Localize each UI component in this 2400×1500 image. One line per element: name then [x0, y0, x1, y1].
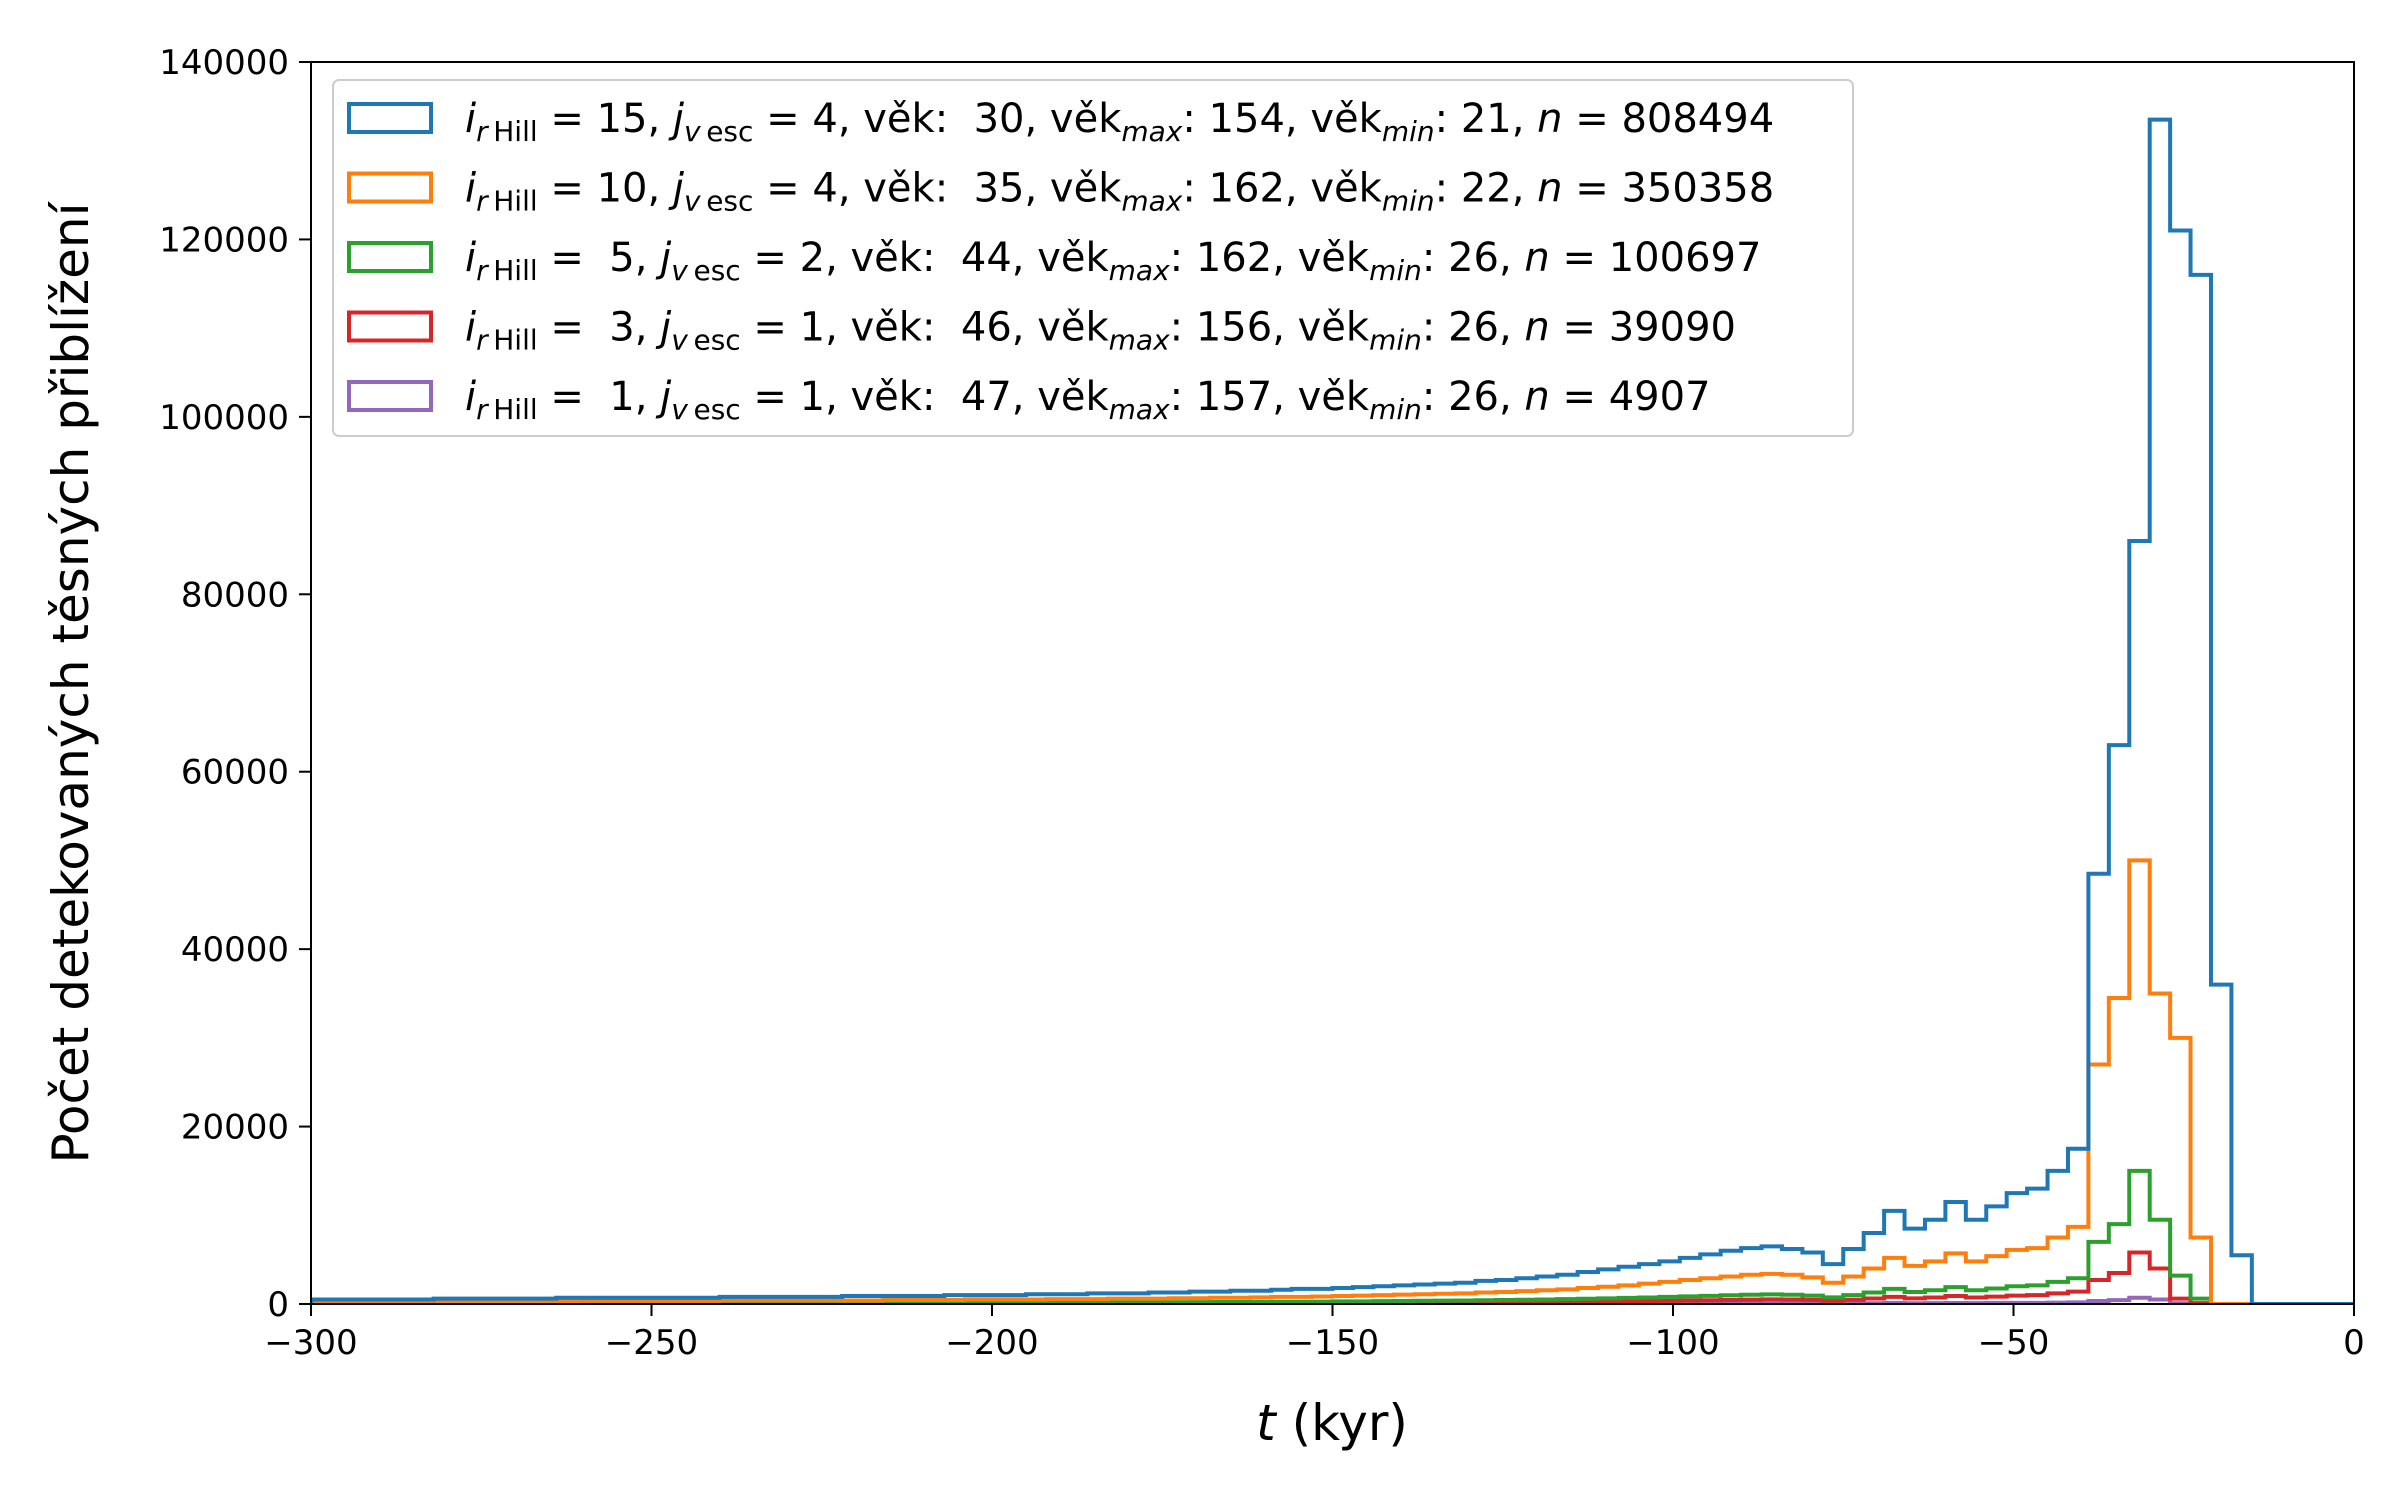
y-tick-label: 40000 — [181, 930, 289, 970]
x-axis-variable: t — [1256, 1394, 1278, 1452]
series-s2-outline — [311, 858, 2354, 1304]
y-tick-label: 120000 — [159, 220, 289, 260]
x-tick-label: −50 — [1978, 1323, 2050, 1363]
y-tick-label: 20000 — [181, 1108, 289, 1148]
x-axis-title: t (kyr) — [1256, 1394, 1408, 1452]
legend-label-s5: ir Hill = 1, jv esc = 1, věk: 47, věkmax… — [465, 374, 1711, 426]
legend-entries: ir Hill = 15, jv esc = 4, věk: 30, věkma… — [347, 96, 1774, 426]
y-tick-label: 60000 — [181, 753, 289, 793]
x-tick-label: 0 — [2343, 1323, 2365, 1363]
legend-label-s4: ir Hill = 3, jv esc = 1, věk: 46, věkmax… — [465, 305, 1736, 357]
legend-box — [332, 79, 1854, 437]
legend-swatch-s4 — [347, 310, 433, 343]
x-tick-label: −150 — [1286, 1323, 1379, 1363]
x-tick-label: −250 — [605, 1323, 698, 1363]
legend: ir Hill = 15, jv esc = 4, věk: 30, věkma… — [332, 79, 1854, 437]
legend-label-s2: ir Hill = 10, jv esc = 4, věk: 35, věkma… — [465, 166, 1774, 218]
y-tick-label: 140000 — [159, 43, 289, 83]
x-axis-unit: (kyr) — [1276, 1394, 1408, 1452]
legend-label-s3: ir Hill = 5, jv esc = 2, věk: 44, věkmax… — [465, 235, 1761, 287]
legend-swatch-s5 — [347, 380, 433, 412]
legend-label-s1: ir Hill = 15, jv esc = 4, věk: 30, věkma… — [465, 96, 1774, 148]
legend-swatch-s2 — [347, 171, 433, 204]
x-axis-ticks: −300 −250 −200 −150 −100 −50 0 — [264, 1304, 2365, 1363]
x-tick-label: −200 — [945, 1323, 1038, 1363]
legend-swatch-s3 — [347, 241, 433, 273]
x-tick-label: −100 — [1626, 1323, 1719, 1363]
x-tick-label: −300 — [264, 1323, 357, 1363]
y-axis-title: Počet detekovaných těsných přiblížení — [42, 200, 100, 1163]
y-tick-label: 0 — [267, 1285, 289, 1325]
y-tick-label: 80000 — [181, 575, 289, 615]
y-tick-label: 100000 — [159, 398, 289, 438]
series-s3-outline — [311, 1168, 2354, 1304]
y-axis-ticks: 0 20000 40000 60000 80000 100000 120000 140000 — [159, 43, 311, 1325]
series-s1-outline — [311, 117, 2354, 1304]
legend-swatch-s1 — [347, 102, 433, 134]
